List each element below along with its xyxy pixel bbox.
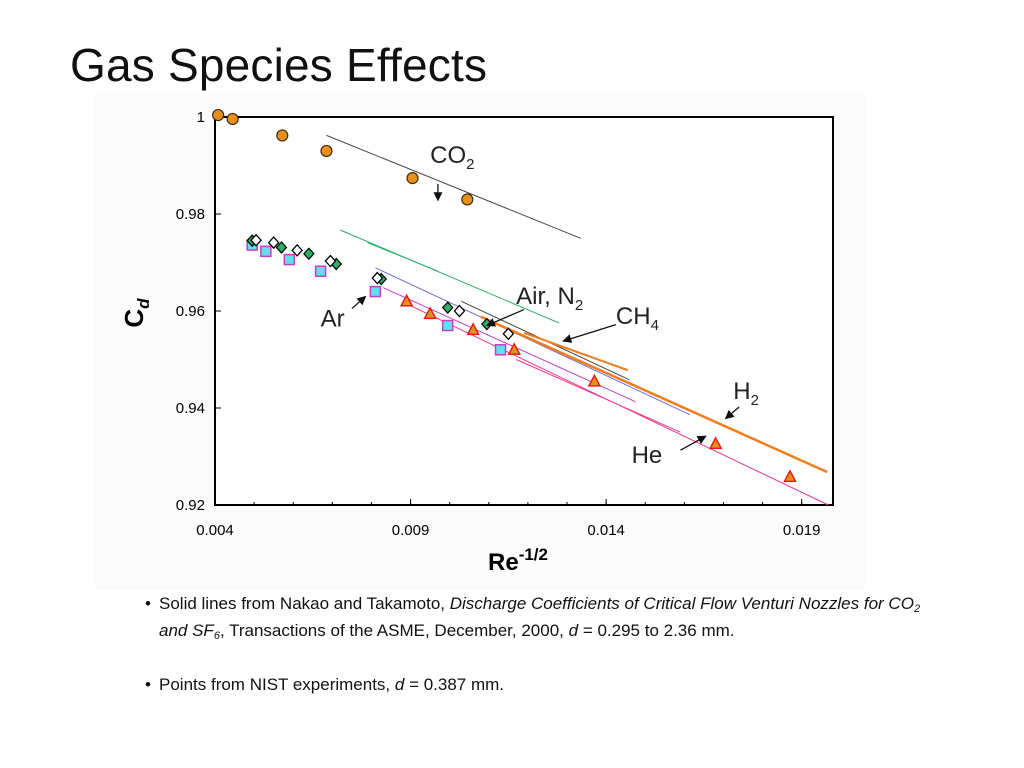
slide-title: Gas Species Effects <box>70 39 488 91</box>
data-point-he <box>708 436 723 450</box>
note-bullet-2: • Points from NIST experiments, d = 0.387… <box>145 671 945 698</box>
data-point-co2 <box>461 193 474 206</box>
data-point-he <box>783 469 797 483</box>
x-tick-label: 0.019 <box>783 522 821 539</box>
annotation-subscript: 2 <box>466 156 474 173</box>
data-point-air <box>502 327 515 341</box>
bullet-dot: • <box>145 594 151 613</box>
y-axis-label: Cd <box>119 298 153 328</box>
data-point-co2 <box>226 112 239 126</box>
y-tick-label: 1 <box>197 109 205 126</box>
note1-cite-a: Discharge Coefficients of Critical Flow … <box>449 594 914 613</box>
data-point-air <box>453 304 466 318</box>
data-point-ar <box>494 344 507 356</box>
data-point-ar <box>314 265 327 277</box>
y-tick-label: 0.96 <box>176 303 205 320</box>
annotation-subscript: 4 <box>651 317 659 334</box>
annotation-label-ar: Ar <box>321 306 345 333</box>
data-point-he <box>399 293 414 307</box>
annotation-subscript: 2 <box>751 392 759 409</box>
annotation-label-airn2: Air, N2 <box>516 283 583 314</box>
note1-var: d <box>568 621 579 640</box>
x-tick-label: 0.009 <box>392 522 430 539</box>
data-point-he <box>507 342 521 356</box>
fit-line-ch4b <box>367 242 439 272</box>
note1-cite-b: and SF <box>159 621 214 640</box>
fit-line-he2 <box>515 359 681 433</box>
data-point-air <box>324 254 337 268</box>
x-tick-label: 0.014 <box>587 522 625 539</box>
data-point-air <box>371 271 384 285</box>
data-point-co2 <box>212 108 225 122</box>
data-point-n2 <box>441 301 454 314</box>
data-point-air <box>250 233 262 247</box>
annotation-arrow-airn2 <box>486 308 525 327</box>
data-point-he <box>466 322 480 336</box>
data-point-co2 <box>406 172 419 185</box>
data-point-he <box>423 306 437 320</box>
annotation-arrow-h2 <box>724 406 740 420</box>
bullet-dot: • <box>145 675 151 694</box>
data-point-air <box>267 236 280 250</box>
data-point-n2 <box>275 241 288 254</box>
data-point-co2 <box>320 144 333 158</box>
note1-mid: , Transactions of the ASME, December, 20… <box>219 621 569 640</box>
x-axis-label: Re-1/2 <box>488 545 548 576</box>
annotation-subscript: 2 <box>575 297 583 314</box>
note1-pre: Solid lines from Nakao and Takamoto, <box>159 594 450 613</box>
x-axis-label-exponent: -1/2 <box>519 545 548 564</box>
data-point-ar <box>283 253 296 266</box>
y-tick-label: 0.92 <box>176 497 205 514</box>
x-tick-label: 0.004 <box>196 522 234 539</box>
fit-line-ch4 <box>340 229 560 324</box>
note1-sub-a: 2 <box>913 603 921 615</box>
gas-species-chart: 0.92 0.94 0.96 0.98 1 0.004 0.009 0.014 0.019 Re-… <box>119 108 834 576</box>
chart-panel: 0.92 0.94 0.96 0.98 1 0.004 0.009 0.014 0.019 Re-… <box>95 95 865 590</box>
annotation-arrow-ch4 <box>562 323 617 343</box>
y-axis-label-subscript: d <box>134 298 153 309</box>
data-point-ar <box>369 285 382 298</box>
note2-pre: Points from NIST experiments, <box>159 675 395 694</box>
data-point-co2 <box>276 129 289 142</box>
fit-line-co2 <box>326 134 581 239</box>
note2-var: d <box>394 675 405 694</box>
note-bullet-1: • Solid lines from Nakao and Takamoto, Di… <box>145 590 945 644</box>
data-point-ar <box>260 245 272 258</box>
note1-sub-b: 6 <box>213 630 220 642</box>
y-tick-label: 0.94 <box>176 400 205 417</box>
notes: • Solid lines from Nakao and Takamoto, Di… <box>145 590 945 698</box>
data-point-he <box>587 373 602 387</box>
fit-line-h2b <box>523 331 629 372</box>
annotation-arrow-he <box>680 435 707 451</box>
annotation-label-he: He <box>632 442 663 469</box>
y-tick-label: 0.98 <box>176 206 205 223</box>
fit-line-h2 <box>480 315 828 474</box>
plot-frame <box>214 116 834 506</box>
data-point-n2 <box>303 247 315 261</box>
note1-post: = 0.295 to 2.36 mm. <box>578 621 735 640</box>
data-point-ar <box>441 319 454 332</box>
note2-post: = 0.387 mm. <box>404 675 505 694</box>
annotation-arrow-ar <box>351 295 367 310</box>
data-point-air <box>291 243 304 257</box>
